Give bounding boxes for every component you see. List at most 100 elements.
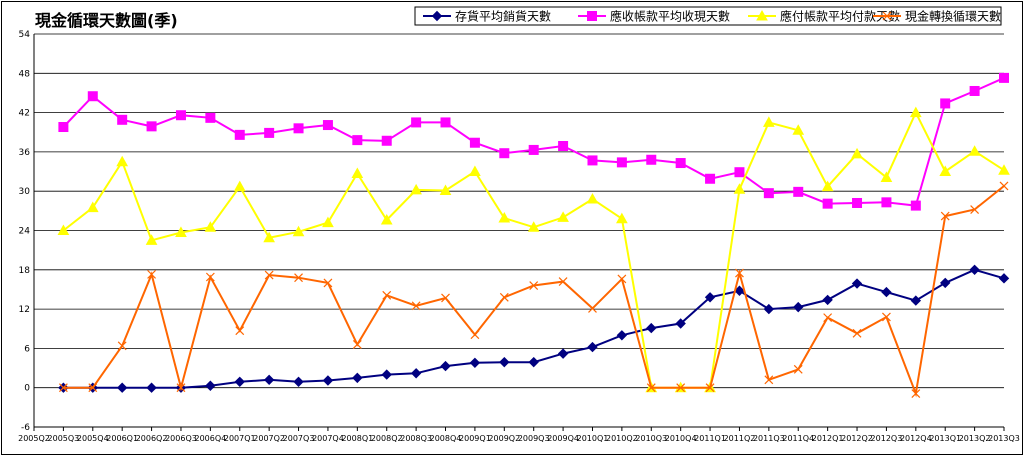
- x-marker-stroke: [58, 383, 68, 393]
- x-tick-label: 2009Q3: [518, 434, 550, 443]
- data-point: [998, 273, 1010, 284]
- x-marker-stroke: [499, 292, 509, 302]
- data-point: [58, 122, 69, 133]
- data-point: [675, 318, 686, 329]
- data-point: [176, 383, 186, 393]
- data-point: [969, 264, 980, 276]
- data-point: [675, 158, 686, 169]
- data-point: [557, 211, 569, 222]
- x-marker-stroke: [764, 375, 774, 385]
- x-tick-label: 2011Q4: [782, 434, 814, 443]
- data-point: [292, 225, 305, 237]
- data-point: [381, 135, 392, 146]
- data-point: [999, 72, 1009, 83]
- x-marker-stroke: [147, 269, 157, 279]
- data-point: [58, 383, 68, 393]
- x-marker-stroke: [588, 304, 597, 313]
- x-marker-stroke: [323, 278, 333, 288]
- x-tick-label: 2006Q3: [165, 434, 197, 443]
- x-tick-label: 2007Q4: [312, 434, 344, 443]
- x-marker-stroke: [793, 364, 803, 374]
- x-tick-label: 2007Q3: [283, 434, 315, 443]
- data-point: [940, 211, 950, 221]
- data-point: [439, 184, 452, 196]
- data-point: [616, 330, 628, 341]
- data-point: [322, 120, 333, 131]
- data-point: [440, 360, 451, 372]
- data-point: [205, 272, 215, 282]
- data-point: [851, 278, 863, 289]
- data-point: [852, 197, 863, 208]
- data-point: [793, 364, 803, 374]
- x-tick-label: 2005Q3: [48, 434, 80, 443]
- data-point: [762, 116, 775, 127]
- data-point: [57, 224, 70, 235]
- data-point: [233, 180, 246, 192]
- x-marker-stroke: [558, 277, 568, 287]
- x-marker-stroke: [823, 313, 833, 323]
- data-point: [881, 286, 892, 298]
- legend-box: [414, 6, 1002, 26]
- data-point: [145, 234, 158, 245]
- x-tick-label: 2008Q4: [430, 434, 462, 443]
- legend-label: 存貨平均銷貨天數: [455, 9, 551, 24]
- data-point: [763, 188, 774, 199]
- data-point: [116, 155, 129, 167]
- data-point: [204, 221, 217, 232]
- data-point: [146, 382, 157, 393]
- data-point: [528, 356, 539, 368]
- x-marker-stroke: [940, 211, 950, 221]
- legend-label: 應付帳款平均付款天數: [780, 9, 900, 24]
- data-point: [910, 295, 922, 306]
- data-point: [351, 167, 364, 179]
- data-point: [792, 124, 805, 135]
- y-tick-label: 6: [24, 344, 30, 354]
- data-point: [909, 106, 922, 118]
- chart-legend: 存貨平均銷貨天數 應收帳款平均收現天數 應付帳款平均付款天數 現金轉換循環天數: [414, 6, 1002, 26]
- x-tick-label: 2013Q1: [929, 434, 961, 443]
- data-point: [86, 201, 99, 213]
- data-point: [588, 304, 597, 313]
- y-tick-label: 30: [19, 187, 31, 197]
- legend-label: 應收帳款平均收現天數: [610, 9, 730, 24]
- data-point: [410, 368, 422, 379]
- data-point: [380, 213, 393, 225]
- data-point: [704, 292, 716, 303]
- data-point: [264, 270, 274, 280]
- data-point: [646, 383, 656, 393]
- data-point: [822, 294, 833, 306]
- data-point: [528, 144, 539, 155]
- chart-title: 現金循環天數圖(季): [35, 11, 178, 30]
- x-tick-label: 2007Q2: [253, 434, 285, 443]
- x-tick-label: 2010Q3: [635, 434, 667, 443]
- data-point: [880, 171, 893, 182]
- data-point: [969, 85, 980, 96]
- x-marker-stroke: [88, 383, 98, 393]
- x-tick-label: 2008Q2: [371, 434, 403, 443]
- x-marker-stroke: [881, 312, 891, 322]
- data-point: [352, 340, 362, 349]
- y-tick-label: 0: [24, 384, 30, 394]
- y-tick-label: 12: [19, 305, 30, 315]
- x-tick-label: 2012Q3: [871, 434, 903, 443]
- data-point: [322, 216, 334, 228]
- data-point: [939, 165, 952, 177]
- x-tick-label: 2007Q1: [224, 434, 256, 443]
- data-point: [823, 313, 833, 323]
- data-point: [587, 341, 598, 353]
- x-marker-stroke: [882, 11, 892, 21]
- data-point: [205, 380, 216, 391]
- data-point: [322, 375, 334, 386]
- data-point: [441, 293, 450, 303]
- data-point: [234, 376, 245, 388]
- data-point: [205, 112, 216, 123]
- legend-marker: [756, 9, 768, 21]
- data-point: [146, 121, 157, 132]
- data-point: [411, 117, 422, 128]
- x-marker-stroke: [999, 181, 1009, 191]
- data-point: [410, 183, 422, 195]
- x-tick-label: 2011Q3: [753, 434, 785, 443]
- x-marker-stroke: [441, 293, 450, 303]
- y-tick-label: 24: [19, 227, 31, 237]
- x-marker-stroke: [382, 290, 392, 300]
